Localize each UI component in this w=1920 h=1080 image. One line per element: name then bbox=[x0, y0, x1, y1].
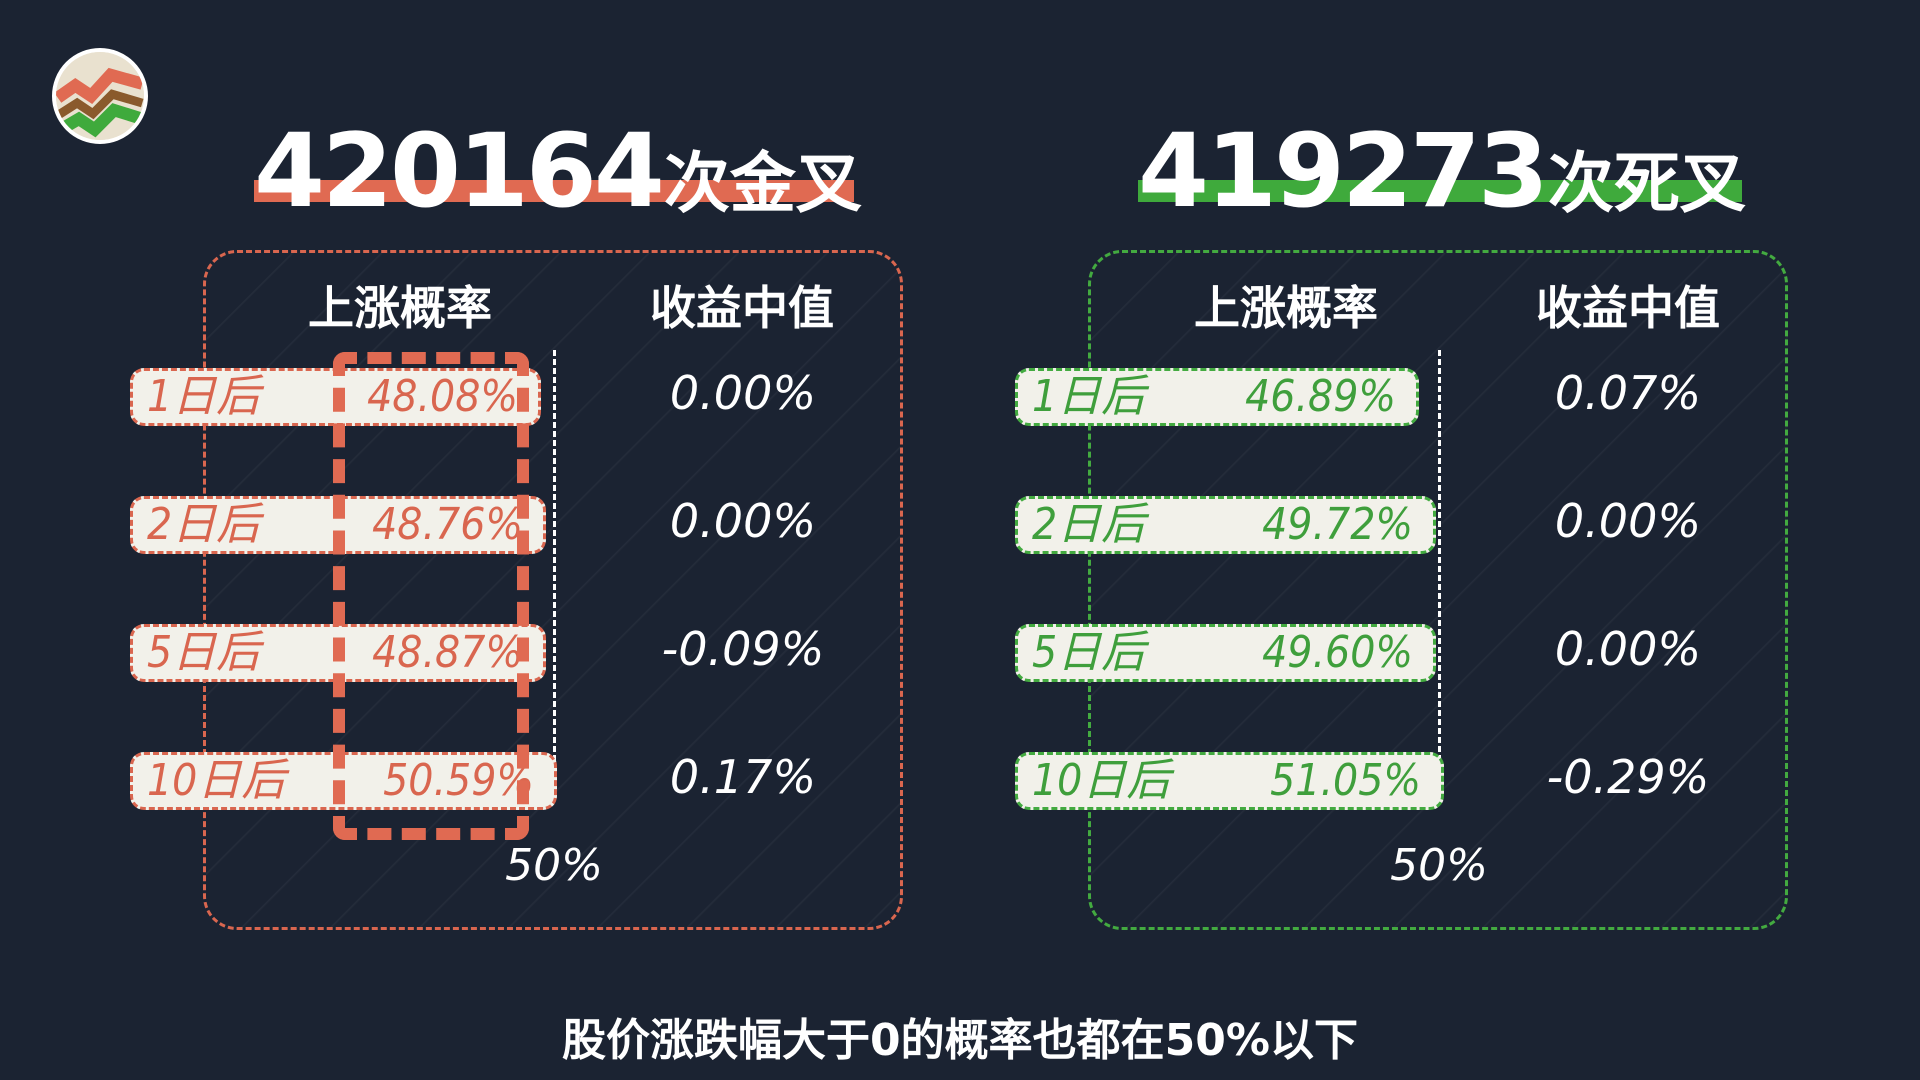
death-cross-median-value: 0.00% bbox=[1554, 494, 1702, 548]
left-50pct-reference-label: 50% bbox=[505, 840, 603, 891]
death-cross-count-headline: 419273次死叉 bbox=[1138, 121, 1746, 223]
death-cross-suffix: 次死叉 bbox=[1547, 145, 1746, 222]
period-label: 10日后 bbox=[147, 755, 286, 806]
death-cross-prob-bar: 5日后 49.60% bbox=[1015, 624, 1436, 682]
death-cross-median-value: 0.00% bbox=[1554, 622, 1702, 676]
period-label: 1日后 bbox=[147, 371, 261, 422]
right-median-header: 收益中值 bbox=[1536, 281, 1720, 335]
channel-logo bbox=[52, 48, 148, 144]
death-cross-prob-bar: 1日后 46.89% bbox=[1015, 368, 1419, 426]
prob-value-label: 50.59% bbox=[383, 755, 534, 806]
death-cross-underline bbox=[1138, 180, 1742, 202]
prob-value-label: 48.76% bbox=[372, 499, 523, 550]
right-50pct-reference-label: 50% bbox=[1390, 840, 1488, 891]
death-cross-median-value: -0.29% bbox=[1546, 750, 1710, 804]
prob-value-label: 49.72% bbox=[1262, 499, 1413, 550]
period-label: 5日后 bbox=[147, 627, 261, 678]
left-median-header: 收益中值 bbox=[650, 281, 834, 335]
death-cross-prob-bar: 10日后 51.05% bbox=[1015, 752, 1444, 810]
prob-value-label: 51.05% bbox=[1270, 755, 1421, 806]
gold-cross-median-value: 0.00% bbox=[669, 366, 817, 420]
stock-chart-logo-icon bbox=[56, 52, 144, 140]
right-prob-header: 上涨概率 bbox=[1194, 281, 1378, 335]
gold-cross-median-value: 0.00% bbox=[669, 494, 817, 548]
gold-cross-median-value: 0.17% bbox=[669, 750, 817, 804]
prob-value-label: 49.60% bbox=[1262, 627, 1413, 678]
period-label: 1日后 bbox=[1032, 371, 1146, 422]
subtitle-caption: 股价涨跌幅大于0的概率也都在50%以下 bbox=[562, 1015, 1358, 1066]
period-label: 5日后 bbox=[1032, 627, 1146, 678]
left-50pct-reference-line bbox=[553, 350, 556, 770]
period-label: 10日后 bbox=[1032, 755, 1171, 806]
gold-cross-underline bbox=[254, 180, 854, 202]
gold-cross-count-headline: 420164次金叉 bbox=[254, 121, 862, 223]
death-cross-prob-bar: 2日后 49.72% bbox=[1015, 496, 1436, 554]
gold-cross-median-value: -0.09% bbox=[661, 622, 825, 676]
right-50pct-reference-line bbox=[1438, 350, 1441, 770]
gold-cross-count: 420164 bbox=[254, 112, 665, 231]
prob-value-label: 48.87% bbox=[372, 627, 523, 678]
period-label: 2日后 bbox=[147, 499, 261, 550]
gold-cross-suffix: 次金叉 bbox=[663, 145, 862, 222]
prob-value-label: 46.89% bbox=[1245, 371, 1396, 422]
left-prob-header: 上涨概率 bbox=[308, 281, 492, 335]
period-label: 2日后 bbox=[1032, 499, 1146, 550]
prob-highlight-box bbox=[333, 352, 529, 840]
prob-value-label: 48.08% bbox=[367, 371, 518, 422]
death-cross-count: 419273 bbox=[1138, 112, 1549, 231]
death-cross-median-value: 0.07% bbox=[1554, 366, 1702, 420]
